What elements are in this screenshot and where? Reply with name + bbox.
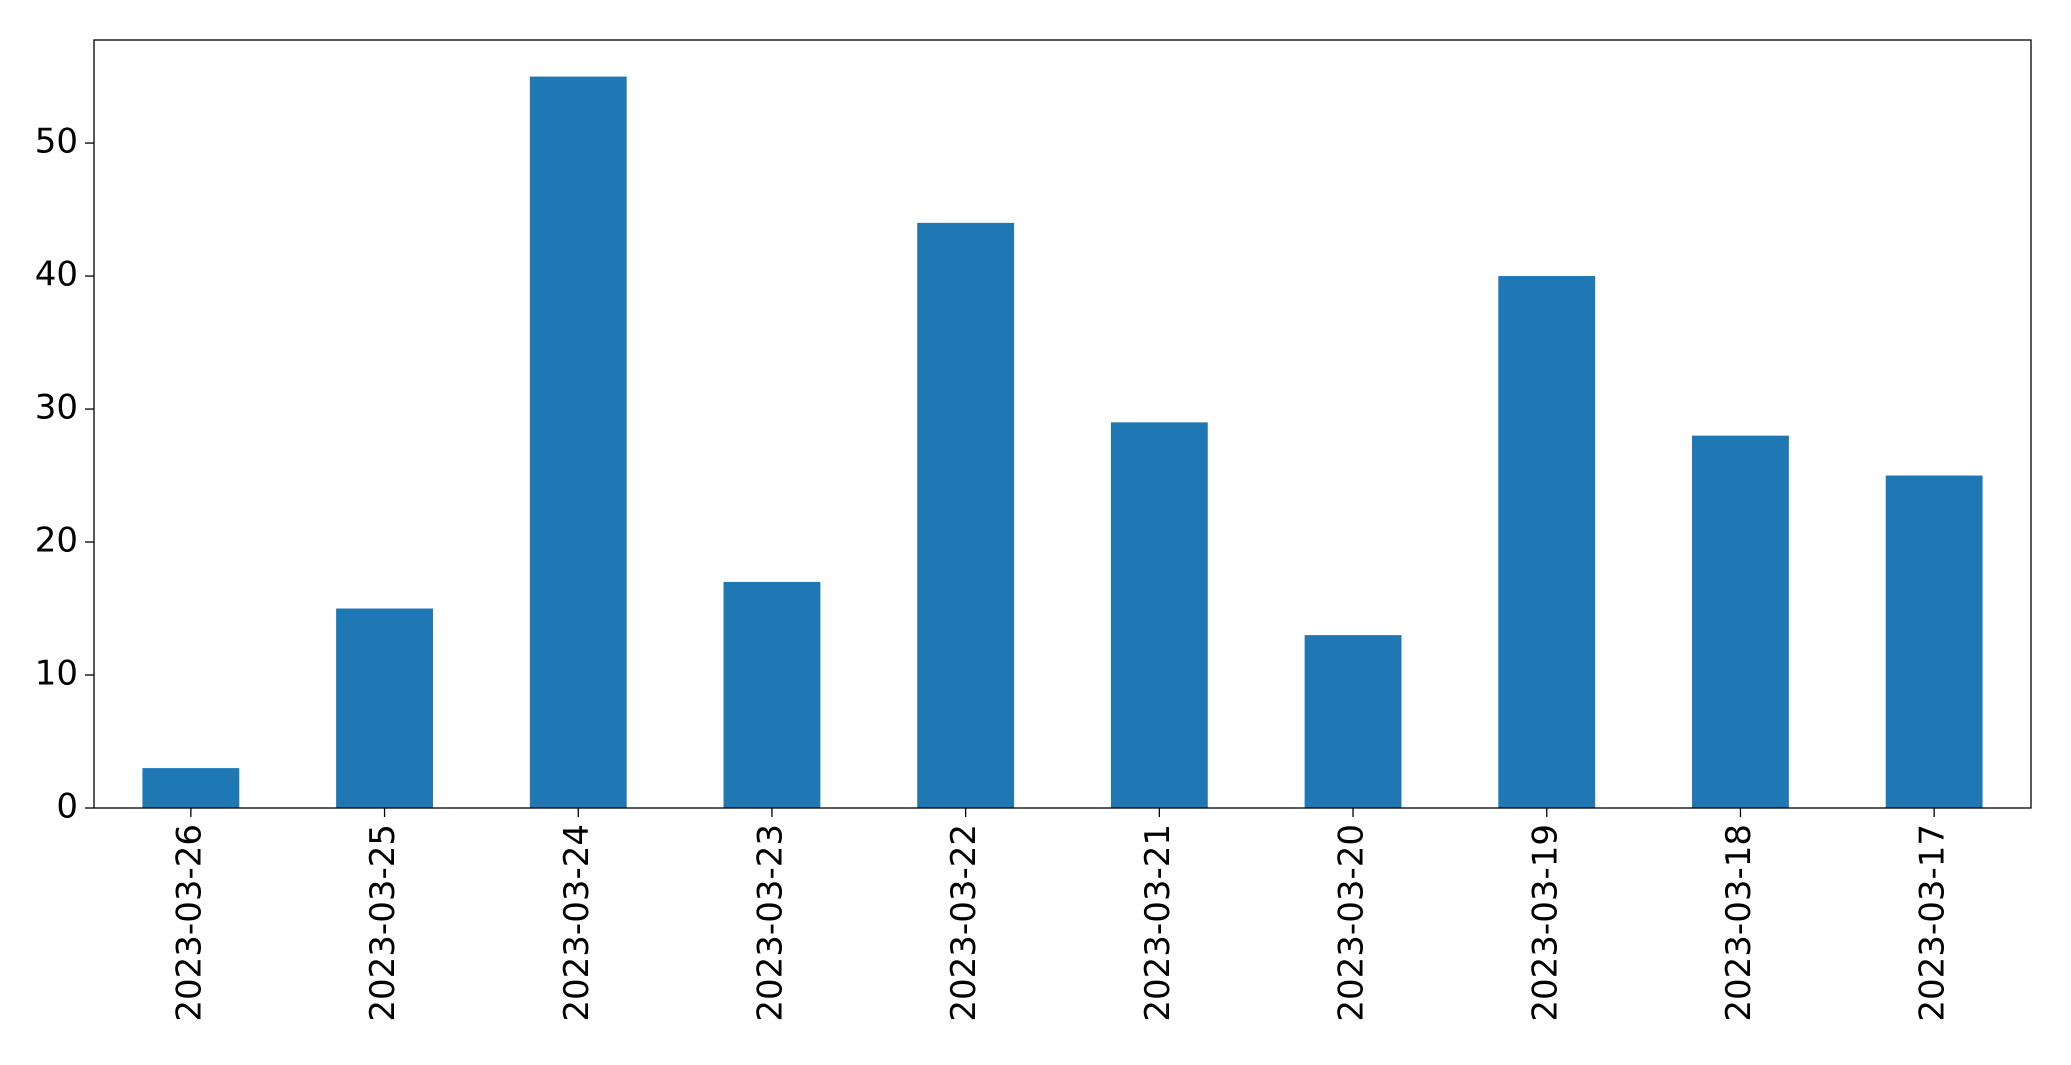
y-tick-label: 50 [35,122,78,162]
x-tick-label: 2023-03-18 [1719,824,1759,1022]
x-tick-label: 2023-03-20 [1332,824,1372,1022]
bar [1692,435,1789,808]
bar [142,768,240,808]
x-tick-label: 2023-03-24 [557,824,597,1022]
bar [1110,422,1208,808]
x-tick-label: 2023-03-23 [750,824,790,1022]
x-tick-label: 2023-03-21 [1138,824,1178,1022]
bar [723,581,821,808]
y-tick-label: 0 [56,787,78,827]
y-tick-label: 20 [35,521,78,561]
x-tick-label: 2023-03-17 [1913,824,1953,1022]
bar [917,222,1015,808]
y-tick-label: 40 [35,255,78,295]
y-tick-label: 10 [35,654,78,694]
plot-frame [93,39,2032,809]
x-tick-label: 2023-03-22 [944,824,984,1022]
x-tick-label: 2023-03-26 [169,824,209,1022]
x-tick-label: 2023-03-25 [363,824,403,1022]
x-tick-label: 2023-03-19 [1525,824,1565,1022]
y-tick-label: 30 [35,388,78,428]
bar [1304,635,1402,808]
bar [1885,475,1983,808]
bar [1498,276,1596,808]
bar [529,76,627,809]
bar [336,608,433,808]
